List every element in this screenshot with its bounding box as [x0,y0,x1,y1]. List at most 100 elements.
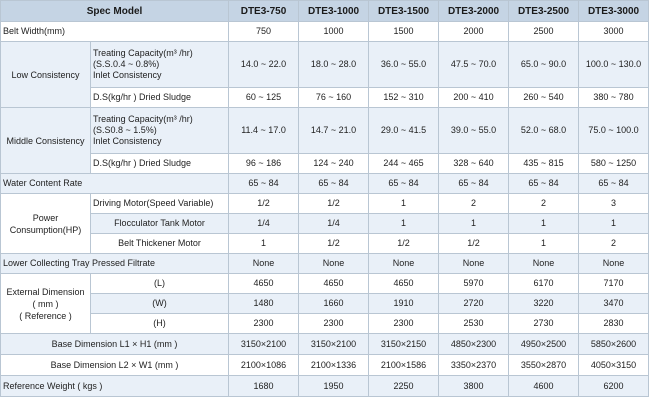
cell: None [578,253,650,274]
base-dimension-1-row: Base Dimension L1 × H1 (mm ) 3150×2100 3… [0,333,650,355]
cell: 5970 [438,273,510,294]
header-row: Spec Model DTE3-750 DTE3-1000 DTE3-1500 … [0,0,650,22]
cell: 47.5 ~ 70.0 [438,41,510,88]
cell: 3150×2100 [298,333,370,355]
cap-line: Treating Capacity(m³ /hr) [93,114,193,124]
cell: 750 [228,21,300,42]
cap-line: Inlet Consistency [93,136,162,146]
cell: 1/2 [298,233,370,254]
cell: 2830 [578,313,650,334]
cell: 1 [228,233,300,254]
cell: 39.0 ~ 55.0 [438,107,510,154]
cell: 76 ~ 160 [298,87,370,108]
cap-line: Inlet Consistency [93,70,162,80]
cell: 1/2 [298,193,370,214]
cell: 65 ~ 84 [298,173,370,194]
cell: 1910 [368,293,440,314]
cell: 4650 [298,273,370,294]
cell: 4650 [368,273,440,294]
cap-line: (S.S0.8 ~ 1.5%) [93,125,157,135]
cell: None [508,253,580,274]
cell: 3800 [438,375,510,397]
cell: 1 [508,233,580,254]
cell: 3470 [578,293,650,314]
cell: 1 [368,193,440,214]
cell: 65 ~ 84 [578,173,650,194]
cell: 18.0 ~ 28.0 [298,41,370,88]
low-capacity-row: Low Consistency Treating Capacity(m³ /hr… [0,41,650,108]
cell: 435 ~ 815 [508,153,580,174]
cell: 3000 [578,21,650,42]
cell: 4650 [228,273,300,294]
cell: 65 ~ 84 [228,173,300,194]
power-row: Power Consumption(HP) Driving Motor(Spee… [0,193,650,254]
cell: 4050×3150 [578,354,650,376]
cell: 2500 [508,21,580,42]
cell: 580 ~ 1250 [578,153,650,174]
cell: 4950×2500 [508,333,580,355]
model-header: DTE3-1500 [368,0,440,22]
power-row: Belt Thickener Motor 1 1/2 1/2 1/2 1 2 [1,233,650,254]
cell: 65.0 ~ 90.0 [508,41,580,88]
sub-label: Driving Motor(Speed Variable) [89,193,230,214]
cell: 328 ~ 640 [438,153,510,174]
sub-label: (H) [89,313,230,334]
cell: 1/4 [228,213,300,234]
cell: 3150×2100 [228,333,300,355]
cell: None [228,253,300,274]
cell: 5850×2600 [578,333,650,355]
dried-sludge-label: D.S(kg/hr ) Dried Sludge [89,87,230,108]
cell: 1/2 [368,233,440,254]
spec-model-header: Spec Model [0,0,230,22]
cell: 1/2 [438,233,510,254]
cell: 3220 [508,293,580,314]
cell: 2 [578,233,650,254]
cell: 2 [508,193,580,214]
cell: 1 [578,213,650,234]
cell: 200 ~ 410 [438,87,510,108]
external-dimension-label: External Dimension ( mm ) ( Reference ) [0,273,91,334]
cell: 100.0 ~ 130.0 [578,41,650,88]
filtrate-row: Lower Collecting Tray Pressed Filtrate N… [0,253,650,274]
cell: 3350×2370 [438,354,510,376]
cell: 1480 [228,293,300,314]
cell: 152 ~ 310 [368,87,440,108]
cell: 2100×1336 [298,354,370,376]
row-label: Base Dimension L2 × W1 (mm ) [0,354,230,376]
cell: 2720 [438,293,510,314]
cell: 2300 [368,313,440,334]
cell: 65 ~ 84 [368,173,440,194]
treating-capacity-label: Treating Capacity(m³ /hr) (S.S0.8 ~ 1.5%… [89,107,230,154]
model-header: DTE3-2000 [438,0,510,22]
base-dimension-2-row: Base Dimension L2 × W1 (mm ) 2100×1086 2… [0,354,650,376]
power-row: Flocculator Tank Motor 1/4 1/4 1 1 1 1 [1,213,650,234]
cell: 2300 [228,313,300,334]
cell: 2530 [438,313,510,334]
cell: 60 ~ 125 [228,87,300,108]
cell: 65 ~ 84 [438,173,510,194]
cell: 2100×1086 [228,354,300,376]
cell: 1 [438,213,510,234]
cell: 29.0 ~ 41.5 [368,107,440,154]
sub-label: (W) [89,293,230,314]
external-dimension-row: (H) 2300 2300 2300 2530 2730 2830 [1,313,650,334]
cell: 1680 [228,375,300,397]
cell: 1/2 [228,193,300,214]
cell: 4600 [508,375,580,397]
model-header: DTE3-2500 [508,0,580,22]
cell: 2 [438,193,510,214]
cell: 3 [578,193,650,214]
cell: 260 ~ 540 [508,87,580,108]
group-line: Power [32,212,59,223]
water-content-row: Water Content Rate 65 ~ 84 65 ~ 84 65 ~ … [0,173,650,194]
cell: 1000 [298,21,370,42]
group-line: Consumption(HP) [9,224,82,235]
cell: 380 ~ 780 [578,87,650,108]
sub-label: Belt Thickener Motor [89,233,230,254]
cell: None [368,253,440,274]
cap-line: (S.S.0.4 ~ 0.8%) [93,59,160,69]
cap-line: Treating Capacity(m³ /hr) [93,48,193,58]
cell: None [438,253,510,274]
dried-sludge-label: D.S(kg/hr ) Dried Sludge [89,153,230,174]
cell: 65 ~ 84 [508,173,580,194]
